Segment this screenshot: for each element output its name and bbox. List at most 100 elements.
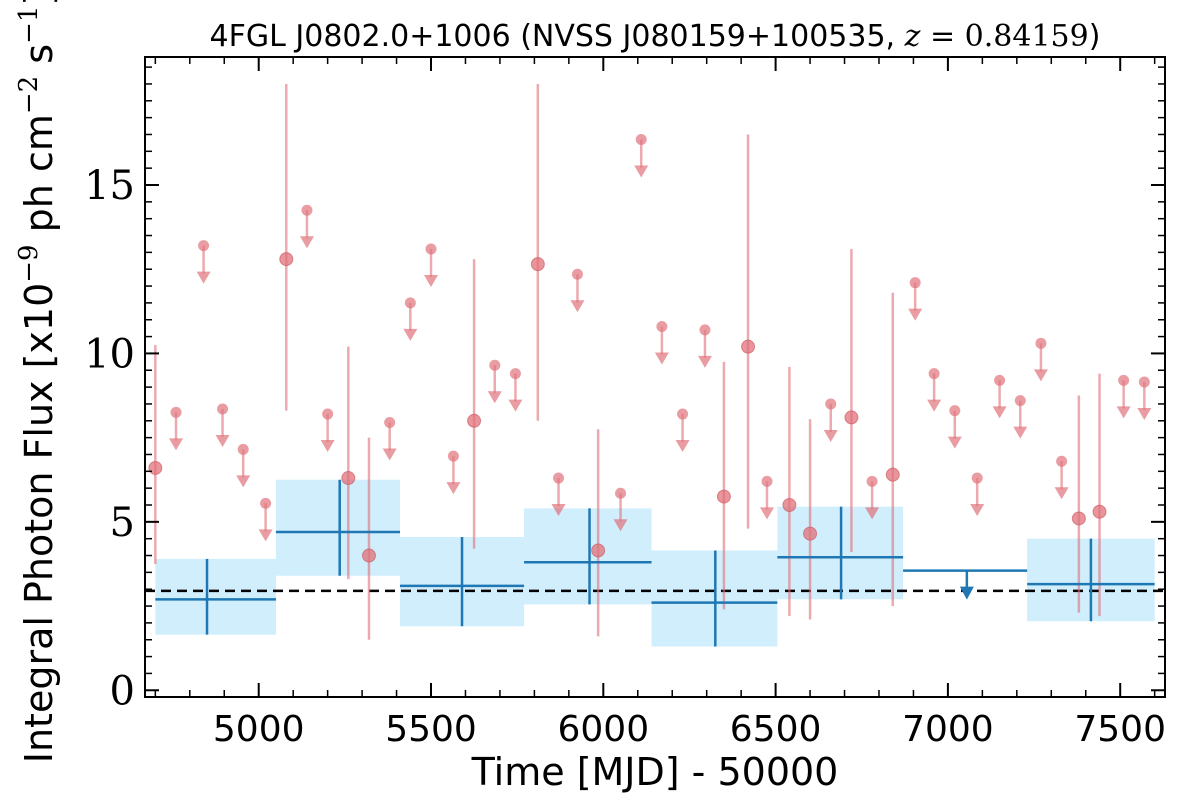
monthly-upper-limit-arrow: [697, 355, 712, 368]
x-tick-label: 6000: [557, 709, 649, 750]
monthly-upper-limit-arrow: [320, 440, 335, 453]
x-tick-label: 5500: [385, 709, 477, 750]
monthly-upper-limit-point: [509, 368, 521, 380]
y-axis-label: Integral Photon Flux [x10−9 ph cm−2 s−1]: [14, 0, 61, 763]
monthly-point: [885, 467, 900, 482]
monthly-upper-limit-arrow: [1116, 406, 1131, 419]
monthly-upper-limit-arrow: [487, 391, 502, 404]
monthly-upper-limit-point: [198, 240, 210, 252]
yearly-bin-box: [275, 479, 400, 576]
monthly-upper-limit-arrow: [382, 448, 397, 461]
monthly-upper-limit-point: [635, 134, 647, 146]
monthly-upper-limit-arrow: [508, 399, 523, 412]
monthly-upper-limit-point: [656, 320, 668, 332]
monthly-upper-limit-arrow: [634, 165, 649, 178]
monthly-upper-limit-point: [425, 243, 437, 255]
monthly-point: [1092, 504, 1107, 519]
monthly-upper-limit-arrow: [947, 436, 962, 449]
x-tick-label: 6500: [730, 709, 822, 750]
monthly-upper-limit-point: [170, 406, 182, 418]
monthly-upper-limit-point: [825, 398, 837, 410]
monthly-upper-limit-point: [301, 204, 313, 216]
monthly-upper-limit-arrow: [675, 440, 690, 453]
monthly-upper-limit-arrow: [908, 308, 923, 321]
monthly-upper-limit-point: [447, 450, 459, 462]
monthly-upper-limit-arrow: [551, 504, 566, 517]
monthly-upper-limit-point: [615, 487, 627, 499]
monthly-upper-limit-arrow: [446, 482, 461, 495]
axis-ticks: 5000 5500 6000 6500 7000 7500 0 5 10 15: [84, 57, 1166, 750]
chart-title: 4FGL J0802.0+1006 (NVSS J080159+100535, …: [210, 19, 1101, 54]
monthly-upper-limit-arrow: [196, 271, 211, 284]
monthly-upper-limit-arrow: [970, 504, 985, 517]
monthly-point: [844, 410, 859, 425]
monthly-upper-limit-point: [260, 497, 272, 509]
monthly-point: [148, 460, 163, 475]
monthly-upper-limit-arrow: [403, 328, 418, 341]
monthly-upper-limit-arrow: [236, 475, 251, 488]
yearly-bin-boxes: [155, 479, 1155, 647]
yearly-upper-limit-arrow: [959, 586, 974, 600]
monthly-upper-limit-arrow: [215, 435, 230, 447]
monthly-point: [341, 471, 356, 486]
monthly-upper-limit-arrow: [570, 300, 585, 313]
monthly-point: [1071, 511, 1086, 526]
monthly-upper-limit-arrow: [1033, 369, 1048, 382]
monthly-upper-limit-arrow: [823, 429, 838, 442]
monthly-upper-limit-point: [909, 277, 921, 289]
x-tick-label: 5000: [213, 709, 305, 750]
monthly-point: [467, 413, 482, 428]
yearly-bin-box: [155, 558, 276, 635]
monthly-upper-limit-arrow: [927, 399, 942, 412]
monthly-upper-limit-point: [1056, 455, 1068, 467]
monthly-upper-limit-point: [384, 416, 396, 428]
monthly-upper-limit-arrow: [613, 519, 628, 532]
monthly-upper-limit-arrow: [258, 529, 273, 542]
monthly-point: [803, 526, 818, 541]
monthly-upper-limit-arrow: [169, 438, 184, 451]
monthly-point: [279, 252, 294, 267]
monthly-upper-limit-arrow: [865, 507, 880, 520]
monthly-upper-limit-point: [322, 408, 334, 420]
x-axis-label: Time [MJD] - 50000: [471, 750, 839, 794]
monthly-point: [741, 339, 756, 354]
monthly-upper-limit-point: [761, 475, 773, 487]
monthly-upper-limit-arrow: [654, 352, 669, 365]
monthly-upper-limit-point: [1035, 337, 1047, 349]
monthly-upper-limit-point: [217, 403, 229, 415]
y-tick-label: 10: [84, 331, 135, 377]
y-tick-label: 5: [110, 500, 135, 546]
monthly-upper-limit-point: [1118, 374, 1130, 386]
monthly-upper-limit-point: [404, 297, 416, 309]
monthly-point: [361, 548, 376, 563]
monthly-upper-limit-arrow: [299, 236, 314, 249]
monthly-upper-limit-point: [489, 359, 501, 371]
monthly-upper-limit-point: [994, 374, 1006, 386]
monthly-upper-limit-point: [571, 268, 583, 280]
monthly-point: [782, 498, 797, 512]
monthly-upper-limit-point: [928, 368, 940, 380]
monthly-upper-limit-point: [677, 408, 689, 420]
monthly-upper-limit-point: [1014, 395, 1026, 407]
monthly-upper-limit-point: [971, 472, 983, 484]
monthly-upper-limit-point: [866, 475, 878, 487]
monthly-point: [530, 257, 545, 272]
x-tick-label: 7500: [1074, 709, 1166, 750]
monthly-upper-limit-point: [237, 443, 249, 455]
monthly-point: [591, 543, 606, 558]
monthly-upper-limit-arrow: [1013, 426, 1028, 439]
monthly-upper-limit-point: [1138, 376, 1150, 388]
y-tick-label: 0: [110, 668, 135, 714]
monthly-upper-limit-point: [949, 405, 961, 417]
monthly-upper-limit-point: [553, 472, 565, 484]
yearly-bin-box: [524, 508, 652, 605]
monthly-upper-limit-arrow: [992, 406, 1007, 419]
yearly-bins: [155, 479, 1155, 647]
monthly-upper-limit-arrow: [1137, 408, 1152, 421]
monthly-upper-limit-arrow: [759, 507, 774, 520]
x-tick-label: 7000: [902, 709, 994, 750]
monthly-point: [716, 489, 731, 504]
y-tick-label: 15: [84, 163, 135, 209]
monthly-upper-limit-arrow: [424, 275, 439, 287]
